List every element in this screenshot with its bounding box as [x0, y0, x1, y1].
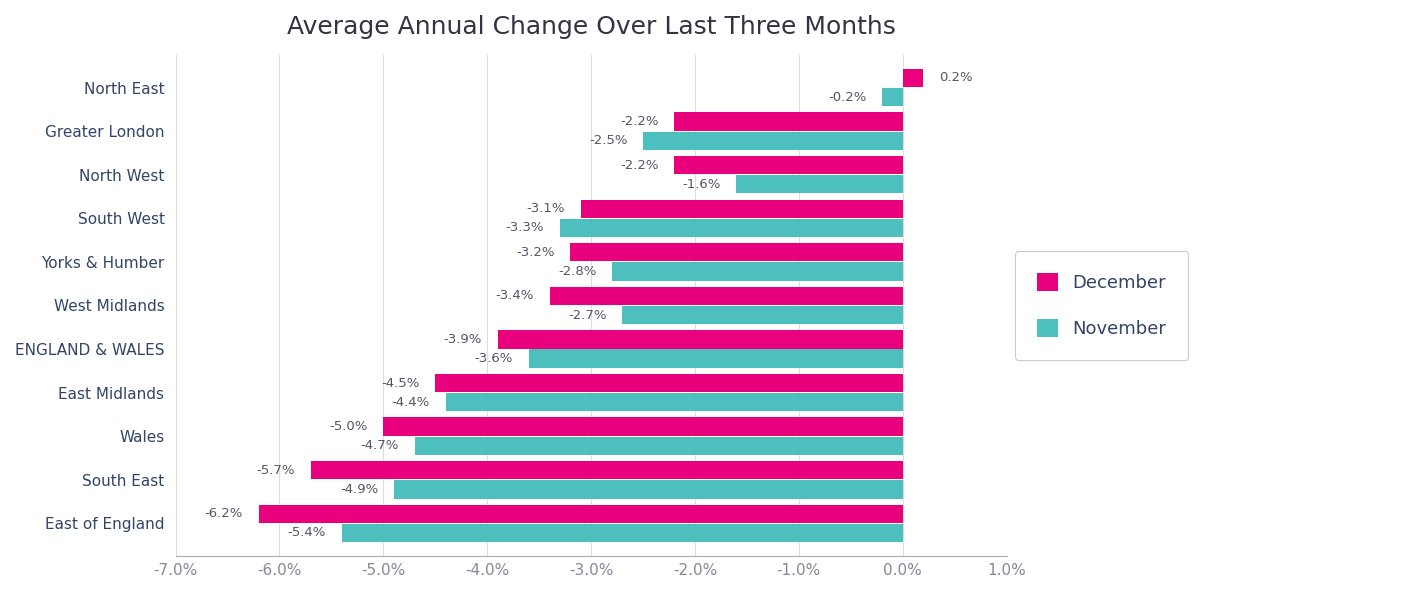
Text: -2.2%: -2.2%: [620, 115, 659, 128]
Bar: [435, 374, 903, 392]
Bar: [394, 480, 903, 499]
Bar: [550, 286, 903, 305]
Text: -5.7%: -5.7%: [257, 464, 294, 477]
Bar: [903, 69, 924, 87]
Text: -3.6%: -3.6%: [475, 352, 513, 365]
Bar: [311, 461, 903, 479]
Text: 0.2%: 0.2%: [939, 71, 973, 84]
Bar: [736, 175, 903, 193]
Bar: [415, 436, 903, 455]
Text: -4.9%: -4.9%: [339, 483, 379, 496]
Text: -3.4%: -3.4%: [495, 289, 534, 302]
Bar: [559, 219, 903, 237]
Text: -3.2%: -3.2%: [516, 246, 555, 259]
Bar: [674, 156, 903, 174]
Bar: [498, 330, 903, 349]
Text: -3.1%: -3.1%: [527, 202, 565, 215]
Text: -4.5%: -4.5%: [381, 377, 419, 390]
Text: -6.2%: -6.2%: [205, 507, 243, 520]
Text: -1.6%: -1.6%: [683, 178, 721, 191]
Text: -5.4%: -5.4%: [287, 527, 327, 540]
Text: -0.2%: -0.2%: [829, 91, 866, 104]
Legend: December, November: December, November: [1015, 251, 1187, 360]
Text: -3.9%: -3.9%: [443, 333, 482, 346]
Text: -2.8%: -2.8%: [558, 265, 596, 278]
Text: -4.7%: -4.7%: [360, 439, 400, 452]
Bar: [580, 199, 903, 218]
Bar: [882, 88, 903, 106]
Text: -2.7%: -2.7%: [568, 308, 607, 321]
Bar: [529, 349, 903, 368]
Bar: [571, 243, 903, 262]
Bar: [259, 505, 903, 523]
Text: -2.2%: -2.2%: [620, 158, 659, 171]
Title: Average Annual Change Over Last Three Months: Average Annual Change Over Last Three Mo…: [286, 15, 896, 39]
Bar: [342, 524, 903, 542]
Bar: [446, 393, 903, 412]
Bar: [611, 262, 903, 280]
Text: -4.4%: -4.4%: [391, 396, 430, 409]
Text: -5.0%: -5.0%: [329, 420, 367, 433]
Text: -3.3%: -3.3%: [506, 221, 544, 234]
Bar: [383, 417, 903, 436]
Bar: [674, 112, 903, 130]
Bar: [622, 306, 903, 324]
Text: -2.5%: -2.5%: [589, 134, 628, 147]
Bar: [644, 132, 903, 150]
